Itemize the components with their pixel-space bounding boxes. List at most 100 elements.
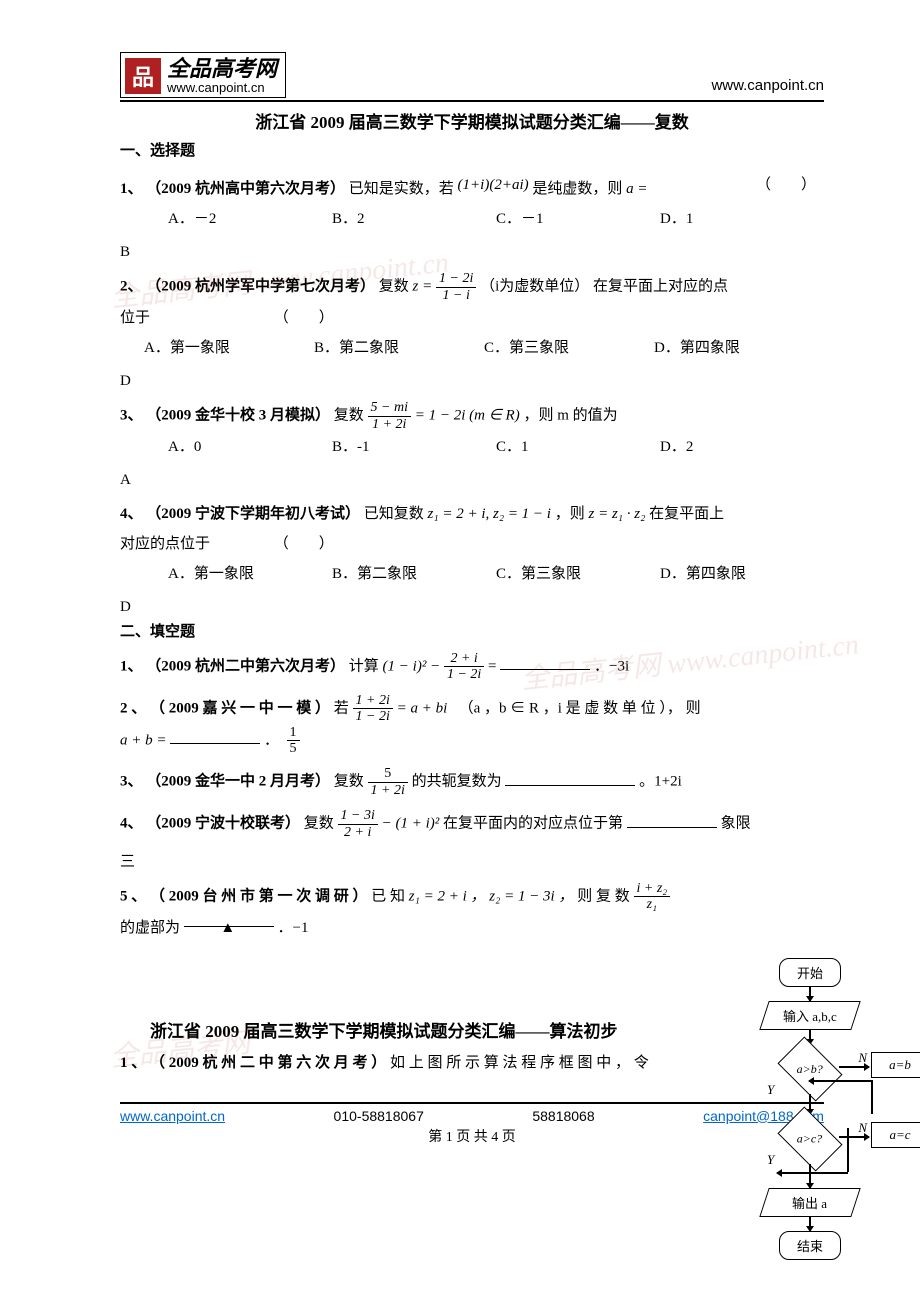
paren: （ ） (274, 536, 334, 552)
q-source: （ 2009 杭 州 二 中 第 六 次 月 考 ） (150, 1055, 386, 1071)
answer: 三 (120, 850, 824, 871)
q-text: 计算 (349, 658, 379, 674)
question-2: 2、 （2009 杭州学军中学第七次月考） 复数 z = 1 − 2i 1 − … (120, 271, 824, 363)
frac-num: 1 − 3i (338, 808, 378, 824)
q-source: （2009 杭州二中第六次月考） (146, 658, 345, 674)
logo-mark-icon: 品 (125, 58, 161, 94)
fill-2: 2 、 （ 2009 嘉 兴 一 中 一 模 ） 若 1 + 2i 1 − 2i… (120, 693, 824, 757)
frac-num: 1 − 2i (436, 271, 476, 287)
blank-line (500, 656, 590, 670)
options: A．－2 B．2 C．－1 D．1 (168, 204, 824, 234)
flow-arrow-icon (777, 1172, 848, 1174)
frac-num: 5 − mi (368, 400, 411, 416)
fraction: 1 + 2i 1 − 2i (353, 693, 393, 725)
option-c: C．第三象限 (484, 333, 654, 363)
q-number: 3、 (120, 408, 143, 424)
q-expr: z = z₁ · z₂ (589, 506, 646, 522)
q-number: 2 、 (120, 700, 146, 716)
frac-den: 5 (287, 741, 300, 756)
flow-d1-label: a>b? (797, 1061, 823, 1076)
q-text: 是纯虚数，则 (532, 181, 622, 197)
question-1: 1、 （2009 杭州高中第六次月考） 已知是实数，若 (1+i)(2+ai) … (120, 170, 824, 234)
q-expr: − (1 + i)² (382, 816, 440, 832)
frac-den: 1 + 2i (368, 417, 411, 432)
option-a: A．0 (168, 432, 332, 462)
frac-den: z₁ (634, 897, 671, 912)
q-number: 1 、 (120, 1055, 146, 1071)
logo-text: 全品高考网 www.canpoint.cn (167, 57, 277, 95)
flow-output-label: 输出 a (792, 1193, 827, 1212)
option-b: B．2 (332, 204, 496, 234)
site-logo: 品 全品高考网 www.canpoint.cn (120, 52, 286, 98)
option-b: B．第二象限 (332, 559, 496, 589)
flow-yes-label: Y (767, 1082, 774, 1098)
option-c: C．第三象限 (496, 559, 660, 589)
q-text: 位于 (120, 310, 150, 326)
q-expr: (1+i)(2+ai) (458, 177, 529, 193)
logo-url: www.canpoint.cn (167, 81, 277, 95)
frac-num: 1 + 2i (353, 693, 393, 709)
header-url: www.canpoint.cn (711, 77, 824, 98)
section-fill: 二、填空题 (120, 620, 824, 641)
fraction: 5 1 + 2i (368, 766, 408, 798)
algo-q1: 1 、 （ 2009 杭 州 二 中 第 六 次 月 考 ） 如 上 图 所 示… (120, 1048, 824, 1078)
answer: ．−3i (594, 658, 629, 674)
frac-den: 1 − 2i (444, 667, 484, 682)
frac-den: 1 − 2i (353, 709, 393, 724)
blank-line (505, 772, 635, 786)
paren: （ ） (756, 170, 816, 200)
question-3: 3、 （2009 金华十校 3 月模拟） 复数 5 − mi 1 + 2i = … (120, 400, 824, 462)
frac-num: 5 (368, 766, 408, 782)
fill-4: 4、 （2009 宁波十校联考） 复数 1 − 3i 2 + i − (1 + … (120, 808, 824, 840)
option-c: C．1 (496, 432, 660, 462)
answer: A (120, 472, 824, 489)
q-var: z = (413, 279, 433, 295)
option-d: D．第四象限 (654, 333, 824, 363)
flow-assign-2: a=c (871, 1122, 920, 1148)
flow-start: 开始 (779, 958, 841, 987)
option-c: C．－1 (496, 204, 660, 234)
q-var: a = (626, 181, 647, 197)
q-source: （ 2009 嘉 兴 一 中 一 模 ） (150, 700, 330, 716)
section-choice: 一、选择题 (120, 139, 824, 160)
q-number: 1、 (120, 658, 143, 674)
q-source: （2009 杭州高中第六次月考） (146, 181, 345, 197)
q-number: 4、 (120, 506, 143, 522)
options: A．第一象限 B．第二象限 C．第三象限 D．第四象限 (168, 559, 824, 589)
option-d: D．第四象限 (660, 559, 824, 589)
option-d: D．1 (660, 204, 824, 234)
q-source: （2009 金华十校 3 月模拟） (146, 408, 330, 424)
q-text: ，则 (555, 506, 585, 522)
answer-frac: 1 5 (287, 725, 300, 757)
q-text: 若 (334, 700, 349, 716)
footer-tel2: 58818068 (532, 1108, 594, 1124)
options: A．0 B．-1 C．1 D．2 (168, 432, 824, 462)
answer: D (120, 599, 824, 616)
answer: B (120, 244, 824, 261)
q-source: （2009 金华一中 2 月月考） (146, 774, 330, 790)
q-text: 的共轭复数为 (412, 774, 502, 790)
footer-url[interactable]: www.canpoint.cn (120, 1108, 225, 1124)
q-number: 4、 (120, 816, 143, 832)
q-text: 已知是实数，若 (349, 181, 454, 197)
frac-num: 2 + i (444, 651, 484, 667)
q-text: 象限 (721, 816, 751, 832)
q-number: 1、 (120, 181, 143, 197)
fill-3: 3、 （2009 金华一中 2 月月考） 复数 5 1 + 2i 的共轭复数为 … (120, 766, 824, 798)
fraction: 2 + i 1 − 2i (444, 651, 484, 683)
blank-line: ▲ (184, 913, 274, 927)
doc-title-1: 浙江省 2009 届高三数学下学期模拟试题分类汇编——复数 (120, 108, 824, 133)
eq: = (488, 658, 496, 674)
option-d: D．2 (660, 432, 824, 462)
fraction: 1 − 3i 2 + i (338, 808, 378, 840)
q-text: 复数 (304, 816, 334, 832)
q-expr: a + b = (120, 732, 167, 748)
flow-arrow-icon (839, 1066, 869, 1068)
options: A．第一象限 B．第二象限 C．第三象限 D．第四象限 (144, 333, 824, 363)
fraction: i + z₂ z₁ (634, 881, 671, 913)
paren: （ ） (274, 310, 334, 326)
option-a: A．第一象限 (144, 333, 314, 363)
answer: ．−1 (278, 920, 309, 936)
flow-output: 输出 a (759, 1188, 860, 1217)
blank-line (627, 814, 717, 828)
